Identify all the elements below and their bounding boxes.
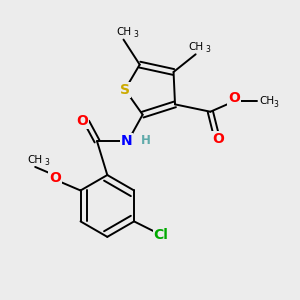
Text: O: O <box>212 132 224 146</box>
Text: CH: CH <box>188 42 203 52</box>
Text: CH: CH <box>259 96 274 106</box>
Text: S: S <box>120 82 130 97</box>
Text: 3: 3 <box>205 45 210 54</box>
Text: 3: 3 <box>45 158 50 167</box>
Text: Cl: Cl <box>154 228 169 242</box>
Text: 3: 3 <box>133 30 138 39</box>
Text: 3: 3 <box>274 100 278 109</box>
Text: N: N <box>121 134 132 148</box>
Text: O: O <box>228 92 240 106</box>
Text: H: H <box>141 134 151 147</box>
Text: O: O <box>49 171 61 185</box>
Text: O: O <box>76 114 88 128</box>
Text: CH: CH <box>28 155 43 165</box>
Text: CH: CH <box>116 27 131 37</box>
